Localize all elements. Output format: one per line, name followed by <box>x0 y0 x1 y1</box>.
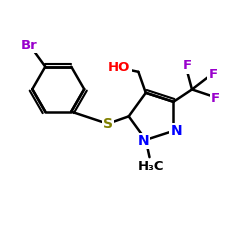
Text: F: F <box>208 68 218 81</box>
Text: F: F <box>182 60 192 72</box>
Text: N: N <box>138 134 149 148</box>
Text: F: F <box>211 92 220 104</box>
Text: H₃C: H₃C <box>138 160 164 173</box>
Text: HO: HO <box>108 61 130 74</box>
Text: Br: Br <box>21 39 38 52</box>
Text: N: N <box>170 124 182 138</box>
Text: S: S <box>103 117 113 131</box>
